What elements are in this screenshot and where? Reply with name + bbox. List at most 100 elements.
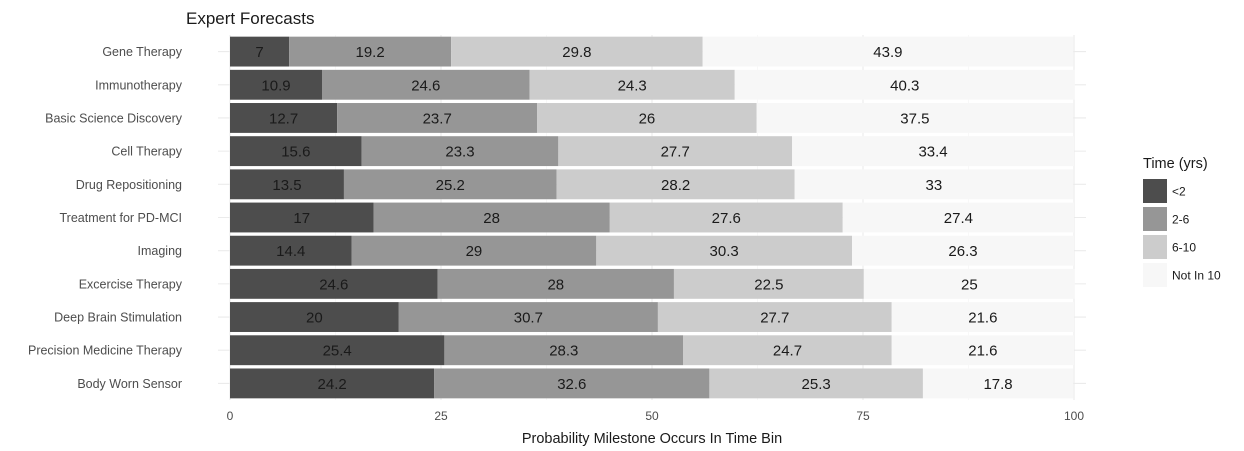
- bar-segment-4: [792, 136, 1074, 167]
- legend-key-3: [1143, 235, 1167, 259]
- data-label: 22.5: [754, 276, 783, 293]
- data-label: 37.5: [900, 110, 929, 127]
- data-label: 25: [961, 276, 978, 293]
- bar-segment-2: [321, 69, 530, 100]
- category-labels: Gene Therapy Immunotherapy Basic Science D…: [28, 45, 183, 391]
- bar-segment-1: [230, 368, 435, 399]
- bar-segment-3: [556, 169, 795, 200]
- data-label: 27.7: [661, 144, 690, 161]
- data-label: 24.7: [773, 343, 802, 360]
- data-label: 43.9: [873, 44, 902, 61]
- category-label: Precision Medicine Therapy: [28, 344, 183, 358]
- data-label: 30.3: [710, 243, 739, 260]
- bar-segment-4: [863, 268, 1075, 299]
- data-label: 13.5: [272, 177, 301, 194]
- data-label: 17.8: [983, 376, 1012, 393]
- bar-segment-4: [756, 103, 1074, 133]
- legend-label: <2: [1172, 185, 1186, 199]
- data-label: 10.9: [261, 77, 290, 94]
- data-label: 21.6: [968, 310, 997, 327]
- bar-segment-3: [537, 103, 757, 133]
- x-tick-labels: 0 25 50 75 100: [227, 409, 1085, 423]
- category-label: Excercise Therapy: [79, 277, 183, 291]
- bar-segment-1: [230, 268, 438, 299]
- data-label: 30.7: [514, 310, 543, 327]
- data-label: 27.6: [712, 210, 741, 227]
- category-label: Immunotherapy: [95, 78, 183, 92]
- bar-segment-1: [230, 169, 344, 200]
- bar-segment-3: [657, 302, 892, 332]
- x-axis-title: Probability Milestone Occurs In Time Bin: [522, 431, 782, 447]
- bar-segment-4: [891, 335, 1074, 366]
- data-label: 24.6: [319, 276, 348, 293]
- category-label: Deep Brain Stimulation: [54, 311, 182, 325]
- legend-label: Not In 10: [1172, 269, 1221, 283]
- x-tick-label: 0: [227, 409, 234, 423]
- data-label: 14.4: [276, 243, 305, 260]
- bar-segment-1: [230, 302, 399, 332]
- bar-segment-2: [434, 368, 710, 399]
- data-label: 28: [483, 210, 500, 227]
- bar-segment-2: [351, 235, 597, 266]
- data-label: 25.3: [802, 376, 831, 393]
- data-label: 29.8: [562, 44, 591, 61]
- x-tick-label: 50: [645, 409, 659, 423]
- legend: Time (yrs) <2 2-6 6-10 Not In 10: [1143, 156, 1221, 287]
- bar-segment-3: [529, 69, 735, 100]
- bar-segment-2: [343, 169, 557, 200]
- category-label: Body Worn Sensor: [77, 377, 182, 391]
- legend-key-4: [1143, 263, 1167, 287]
- legend-key-2: [1143, 207, 1167, 231]
- category-label: Gene Therapy: [102, 45, 182, 59]
- bar-segment-1: [230, 202, 374, 233]
- bar-segment-3: [673, 268, 864, 299]
- data-label: 24.6: [411, 77, 440, 94]
- data-label: 28: [547, 276, 564, 293]
- data-label: 23.3: [445, 144, 474, 161]
- x-tick-label: 25: [434, 409, 448, 423]
- bar-segment-2: [398, 302, 658, 332]
- category-label: Treatment for PD-MCI: [60, 211, 182, 225]
- bar-segment-1: [230, 335, 445, 366]
- legend-label: 2-6: [1172, 213, 1190, 227]
- data-label: 20: [306, 310, 323, 327]
- bar-segment-4: [794, 169, 1074, 200]
- x-tick-label: 100: [1064, 409, 1084, 423]
- bar-segment-2: [289, 36, 452, 67]
- bar-segment-4: [842, 202, 1074, 233]
- category-label: Basic Science Discovery: [45, 111, 183, 125]
- data-label: 40.3: [890, 77, 919, 94]
- category-label: Drug Repositioning: [76, 178, 182, 192]
- category-label: Imaging: [138, 244, 183, 258]
- bar-segment-1: [230, 36, 290, 67]
- x-tick-label: 75: [856, 409, 870, 423]
- data-label: 21.6: [968, 343, 997, 360]
- category-label: Cell Therapy: [111, 145, 182, 159]
- data-label: 24.2: [318, 376, 347, 393]
- chart-title: Expert Forecasts: [186, 9, 315, 28]
- legend-key-1: [1143, 179, 1167, 203]
- bar-segment-2: [437, 268, 674, 299]
- bar-segment-1: [230, 69, 322, 100]
- data-label: 28.2: [661, 177, 690, 194]
- data-label: 15.6: [281, 144, 310, 161]
- bar-segment-3: [558, 136, 793, 167]
- data-label: 25.2: [436, 177, 465, 194]
- bar-segment-4: [891, 302, 1074, 332]
- bar-segment-2: [361, 136, 559, 167]
- data-label: 26.3: [948, 243, 977, 260]
- data-label: 25.4: [323, 343, 352, 360]
- bar-segment-4: [734, 69, 1075, 100]
- data-label: 29: [466, 243, 483, 260]
- data-label: 24.3: [618, 77, 647, 94]
- bar-segment-3: [596, 235, 853, 266]
- bar-segment-4: [702, 36, 1074, 67]
- bar-segment-4: [852, 235, 1074, 266]
- data-label: 12.7: [269, 110, 298, 127]
- bar-segment-2: [373, 202, 610, 233]
- data-label: 27.4: [944, 210, 973, 227]
- bar-segment-3: [683, 335, 892, 366]
- data-label: 28.3: [549, 343, 578, 360]
- bar-segment-3: [709, 368, 923, 399]
